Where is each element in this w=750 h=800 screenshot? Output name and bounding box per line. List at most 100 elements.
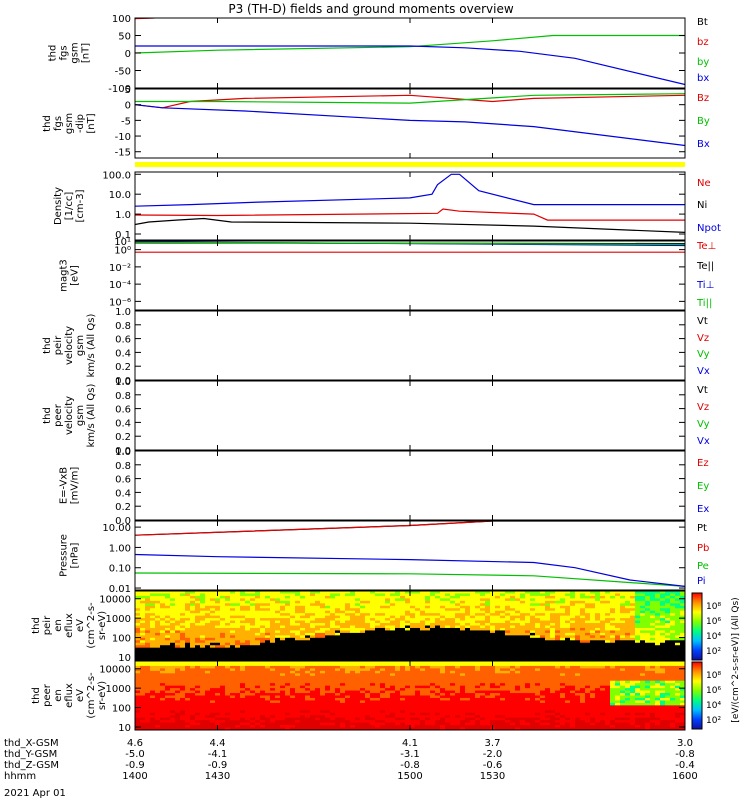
spectrogram-cell [325, 675, 331, 679]
legend-Vy: Vy [697, 419, 710, 430]
spectrogram-cell [675, 593, 681, 597]
spectrogram-cell [580, 593, 586, 597]
spectrogram-cell [250, 603, 256, 607]
spectrogram-cell [345, 642, 351, 646]
spectrogram-cell [325, 712, 331, 716]
spectrogram-cell [540, 657, 546, 660]
spectrogram-cell [440, 595, 446, 599]
spectrogram-cell [190, 655, 196, 659]
spectrogram-cell [370, 603, 376, 607]
spectrogram-cell [585, 623, 591, 627]
spectrogram-cell [380, 618, 386, 622]
spectrogram-cell [520, 625, 526, 629]
spectrogram-cell [145, 615, 151, 619]
spectrogram-cell [340, 615, 346, 619]
spectrogram-cell [285, 635, 291, 639]
spectrogram-cell [140, 637, 146, 641]
spectrogram-cell [400, 627, 406, 632]
spectrogram-cell [200, 627, 206, 632]
spectrogram-cell [195, 605, 201, 609]
spectrogram-cell [185, 650, 191, 654]
spectrogram-cell [535, 620, 541, 624]
spectrogram-cell [210, 640, 216, 644]
spectrogram-cell [175, 605, 181, 609]
spectrogram-cell [390, 725, 396, 729]
spectrogram-cell [185, 625, 191, 629]
spectrogram-cell [150, 715, 156, 719]
spectrogram-cell [200, 603, 206, 607]
spectrogram-cell [205, 700, 211, 704]
spectrogram-cell [400, 661, 406, 665]
spectrogram-cell [325, 593, 331, 597]
spectrogram-cell [470, 652, 476, 656]
spectrogram-cell [285, 727, 291, 730]
spectrogram-cell [255, 695, 261, 699]
spectrogram-cell [565, 635, 571, 639]
spectrogram-cell [445, 625, 451, 629]
spectrogram-cell [420, 613, 426, 617]
spectrogram-cell [145, 673, 151, 677]
spectrogram-cell [480, 615, 486, 619]
spectrogram-cell [495, 608, 501, 612]
spectrogram-cell [145, 657, 151, 660]
spectrogram-cell [390, 712, 396, 716]
spectrogram-cell [570, 637, 576, 641]
spectrogram-cell [245, 632, 251, 636]
spectrogram-cell [190, 680, 196, 684]
spectrogram-cell [635, 625, 641, 629]
spectrogram-cell [215, 715, 221, 719]
spectrogram-cell [350, 680, 356, 684]
spectrogram-cell [260, 637, 266, 641]
spectrogram-cell [310, 668, 316, 672]
spectrogram-cell [675, 637, 681, 641]
spectrogram-cell [290, 710, 296, 714]
spectrogram-cell [540, 603, 546, 607]
spectrogram-cell [235, 663, 241, 667]
spectrogram-cell [300, 697, 306, 702]
spectrogram-cell [395, 683, 401, 687]
spectrogram-cell [605, 632, 611, 636]
spectrogram-cell [265, 595, 271, 599]
spectrogram-cell [370, 690, 376, 694]
spectrogram-cell [270, 697, 276, 702]
spectrogram-cell [450, 591, 456, 595]
spectrogram-cell [390, 673, 396, 677]
spectrogram-cell [400, 697, 406, 702]
spectrogram-cell [455, 632, 461, 636]
spectrogram-cell [515, 593, 521, 597]
spectrogram-cell [345, 661, 351, 665]
spectrogram-cell [190, 650, 196, 654]
spectrogram-cell [305, 650, 311, 654]
spectrogram-cell [530, 642, 536, 646]
spectrogram-cell [615, 632, 621, 636]
spectrogram-cell [335, 603, 341, 607]
spectrogram-cell [380, 712, 386, 716]
spectrogram-cell [230, 670, 236, 674]
spectrogram-cell [485, 613, 491, 617]
spectrogram-cell [305, 685, 311, 689]
spectrogram-cell [440, 600, 446, 604]
spectrogram-cell [465, 655, 471, 659]
spectrogram-cell [460, 620, 466, 624]
spectrogram-cell [175, 613, 181, 617]
spectrogram-cell [405, 627, 411, 632]
spectrogram-cell [190, 665, 196, 669]
y-tick-label: 10⁰ [114, 246, 131, 257]
spectrogram-cell [315, 675, 321, 679]
spectrogram-cell [315, 663, 321, 667]
spectrogram-cell [455, 618, 461, 622]
spectrogram-cell [445, 627, 451, 632]
spectrogram-cell [290, 715, 296, 719]
spectrogram-cell [205, 680, 211, 684]
spectrogram-cell [200, 705, 206, 709]
spectrogram-cell [325, 645, 331, 649]
spectrogram-cell [285, 640, 291, 644]
spectrogram-cell [640, 615, 646, 619]
spectrogram-cell [220, 727, 226, 730]
spectrogram-cell [395, 700, 401, 704]
spectrogram-cell [545, 630, 551, 634]
spectrogram-cell [370, 630, 376, 634]
spectrogram-cell [475, 620, 481, 624]
spectrogram-cell [245, 595, 251, 599]
